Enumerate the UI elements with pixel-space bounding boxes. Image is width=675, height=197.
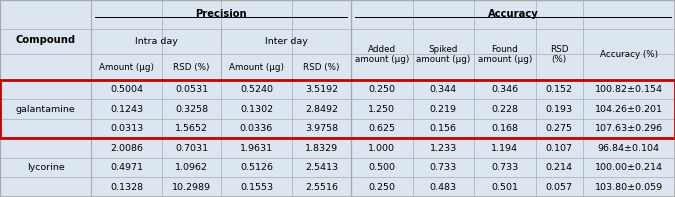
- Text: 0.4971: 0.4971: [110, 163, 143, 172]
- Text: 1.250: 1.250: [369, 105, 396, 114]
- Bar: [0, 54, 675, 80]
- Text: 0.3258: 0.3258: [175, 105, 208, 114]
- Bar: [0, 119, 675, 138]
- Text: 0.1243: 0.1243: [110, 105, 143, 114]
- Text: 1.233: 1.233: [429, 144, 457, 153]
- Text: 0.1553: 0.1553: [240, 183, 273, 192]
- Text: 0.501: 0.501: [491, 183, 518, 192]
- Text: 0.219: 0.219: [430, 105, 457, 114]
- Text: 0.500: 0.500: [369, 163, 396, 172]
- Text: 0.0313: 0.0313: [110, 124, 143, 133]
- Text: 1.5652: 1.5652: [175, 124, 208, 133]
- Text: 0.5126: 0.5126: [240, 163, 273, 172]
- Text: 0.107: 0.107: [545, 144, 572, 153]
- Text: 2.8492: 2.8492: [305, 105, 338, 114]
- Text: 1.9631: 1.9631: [240, 144, 273, 153]
- Text: 0.250: 0.250: [369, 183, 396, 192]
- Text: 0.5004: 0.5004: [110, 85, 143, 94]
- Text: 0.483: 0.483: [430, 183, 457, 192]
- Text: 3.5192: 3.5192: [305, 85, 338, 94]
- Text: 0.1328: 0.1328: [110, 183, 143, 192]
- Text: Accuracy: Accuracy: [487, 9, 539, 19]
- Text: 0.346: 0.346: [491, 85, 518, 94]
- Text: RSD
(%): RSD (%): [550, 45, 568, 64]
- Text: 0.228: 0.228: [491, 105, 518, 114]
- Text: RSD (%): RSD (%): [303, 62, 340, 72]
- Text: Spiked
amount (μg): Spiked amount (μg): [416, 45, 470, 64]
- Text: 104.26±0.201: 104.26±0.201: [595, 105, 663, 114]
- Text: 0.733: 0.733: [429, 163, 457, 172]
- Text: 1.8329: 1.8329: [305, 144, 338, 153]
- Text: 0.625: 0.625: [369, 124, 396, 133]
- Text: 0.733: 0.733: [491, 163, 518, 172]
- Bar: [0, 29, 675, 54]
- Bar: [0, 138, 675, 158]
- Text: Precision: Precision: [196, 9, 247, 19]
- Text: Compound: Compound: [16, 35, 76, 45]
- Text: 2.5413: 2.5413: [305, 163, 338, 172]
- Text: Found
amount (μg): Found amount (μg): [478, 45, 532, 64]
- Bar: [0, 177, 675, 197]
- Bar: [0, 158, 675, 177]
- Text: 0.1302: 0.1302: [240, 105, 273, 114]
- Text: 0.7031: 0.7031: [175, 144, 208, 153]
- Text: 0.250: 0.250: [369, 85, 396, 94]
- Text: 100.82±0.154: 100.82±0.154: [595, 85, 663, 94]
- Bar: [0, 0, 675, 29]
- Text: 1.0962: 1.0962: [175, 163, 208, 172]
- Text: 10.2989: 10.2989: [172, 183, 211, 192]
- Text: 0.152: 0.152: [545, 85, 572, 94]
- Text: lycorine: lycorine: [27, 163, 65, 172]
- Text: 0.275: 0.275: [545, 124, 572, 133]
- Text: RSD (%): RSD (%): [173, 62, 210, 72]
- Text: 0.214: 0.214: [545, 163, 572, 172]
- Text: 1.194: 1.194: [491, 144, 518, 153]
- Text: 0.057: 0.057: [545, 183, 572, 192]
- Text: 3.9758: 3.9758: [305, 124, 338, 133]
- Bar: [0, 80, 675, 138]
- Text: 0.0531: 0.0531: [175, 85, 208, 94]
- Text: 0.5240: 0.5240: [240, 85, 273, 94]
- Text: 2.5516: 2.5516: [305, 183, 338, 192]
- Text: 0.193: 0.193: [545, 105, 572, 114]
- Text: 2.0086: 2.0086: [110, 144, 143, 153]
- Text: 107.63±0.296: 107.63±0.296: [595, 124, 663, 133]
- Text: galantamine: galantamine: [16, 105, 76, 114]
- Text: Amount (μg): Amount (μg): [99, 62, 155, 72]
- Text: 0.156: 0.156: [430, 124, 457, 133]
- Text: 0.0336: 0.0336: [240, 124, 273, 133]
- Text: 0.168: 0.168: [491, 124, 518, 133]
- Text: 1.000: 1.000: [369, 144, 396, 153]
- Text: Accuracy (%): Accuracy (%): [600, 50, 658, 59]
- Text: 100.00±0.214: 100.00±0.214: [595, 163, 663, 172]
- Text: Intra day: Intra day: [135, 37, 178, 46]
- Text: Amount (μg): Amount (μg): [229, 62, 284, 72]
- Bar: [0, 80, 675, 99]
- Text: Added
amount (μg): Added amount (μg): [354, 45, 409, 64]
- Text: Inter day: Inter day: [265, 37, 308, 46]
- Bar: [0, 99, 675, 119]
- Text: 0.344: 0.344: [430, 85, 457, 94]
- Text: 96.84±0.104: 96.84±0.104: [598, 144, 660, 153]
- Text: 103.80±0.059: 103.80±0.059: [595, 183, 663, 192]
